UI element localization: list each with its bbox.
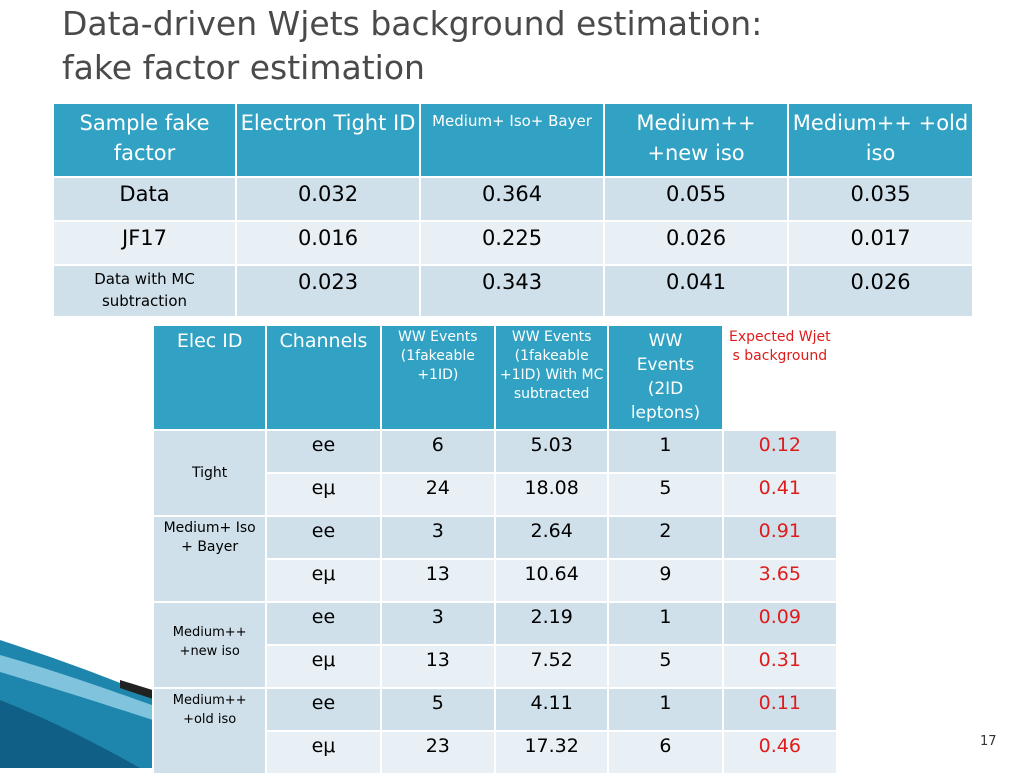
table-cell: 0.364: [419, 176, 605, 222]
table-cell: eμ: [265, 644, 382, 689]
table-cell: 0.017: [787, 220, 974, 266]
table-header-row: Elec ID Channels WW Events (1fakeable +1…: [151, 324, 839, 431]
expected-value: 0.41: [721, 472, 839, 517]
group-label: Medium++ +old iso: [151, 687, 268, 775]
table-cell: 5: [607, 644, 724, 689]
table-row: Medium+ Iso + Bayer ee 3 2.64 2 0.91: [151, 515, 839, 603]
expected-value: 0.11: [721, 687, 839, 732]
column-header: WW Events (2ID leptons): [607, 324, 724, 431]
table-cell: Data with MC subtraction: [52, 264, 237, 318]
column-header: Medium++ +old iso: [787, 102, 974, 178]
table-cell: 0.041: [603, 264, 789, 318]
slide-title: Data-driven Wjets background estimation:…: [62, 4, 763, 87]
table-cell: 4.11: [493, 687, 610, 732]
table-cell: 24: [379, 472, 496, 517]
table-cell: eμ: [265, 472, 382, 517]
table-cell: ee: [265, 515, 382, 560]
table-cell: Data: [52, 176, 237, 222]
table-row: eμ 13 7.52 5 0.31: [153, 644, 839, 689]
table-cell: 3: [379, 515, 496, 560]
table-cell: 0.035: [787, 176, 974, 222]
table-cell: 13: [379, 558, 496, 603]
table-row: Medium++ +new iso ee 3 2.19 1 0.09: [151, 601, 839, 689]
table-cell: 6: [379, 429, 496, 474]
group-label: Medium++ +new iso: [151, 601, 268, 689]
column-header: Medium+ Iso+ Bayer: [419, 102, 605, 178]
column-header: Channels: [265, 324, 382, 431]
table-header-row: Sample fake factor Electron Tight ID Med…: [52, 102, 974, 178]
table-cell: 0.023: [235, 264, 421, 318]
expected-value: 0.09: [721, 601, 839, 646]
table-cell: 2.64: [493, 515, 610, 560]
table-cell: 0.026: [603, 220, 789, 266]
table-cell: 10.64: [493, 558, 610, 603]
table-cell: 2: [607, 515, 724, 560]
column-header: Sample fake factor: [52, 102, 237, 178]
table-cell: 1: [607, 601, 724, 646]
table-cell: 0.055: [603, 176, 789, 222]
table-cell: 9: [607, 558, 724, 603]
table-cell: 1: [607, 687, 724, 732]
expected-value: 3.65: [721, 558, 839, 603]
table-cell: 0.343: [419, 264, 605, 318]
table-cell: ee: [265, 429, 382, 474]
table-cell: 5.03: [493, 429, 610, 474]
table-cell: 0.016: [235, 220, 421, 266]
table-row: Data with MC subtraction 0.023 0.343 0.0…: [52, 264, 974, 318]
table-row: eμ 24 18.08 5 0.41: [153, 472, 839, 517]
expected-value: 0.91: [721, 515, 839, 560]
column-header: Electron Tight ID: [235, 102, 421, 178]
table-row: eμ 13 10.64 9 3.65: [153, 558, 839, 603]
table-row: Data 0.032 0.364 0.055 0.035: [52, 176, 974, 222]
page-number: 17: [980, 734, 997, 749]
table-cell: ee: [265, 601, 382, 646]
table-cell: 0.225: [419, 220, 605, 266]
table-cell: 13: [379, 644, 496, 689]
table-cell: 5: [607, 472, 724, 517]
group-label: Tight: [151, 429, 268, 517]
column-header: Elec ID: [151, 324, 268, 431]
table-cell: 0.032: [235, 176, 421, 222]
expected-value: 0.12: [721, 429, 839, 474]
table-cell: ee: [265, 687, 382, 732]
expected-value: 0.31: [721, 644, 839, 689]
table-cell: 2.19: [493, 601, 610, 646]
table-row: Medium++ +old iso ee 5 4.11 1 0.11: [151, 687, 839, 775]
table-cell: 1: [607, 429, 724, 474]
column-header: Medium++ +new iso: [603, 102, 789, 178]
table-cell: JF17: [52, 220, 237, 266]
table-cell: eμ: [265, 558, 382, 603]
table-cell: 0.026: [787, 264, 974, 318]
group-label: Medium+ Iso + Bayer: [151, 515, 268, 603]
table-cell: 18.08: [493, 472, 610, 517]
column-header-expected: Expected Wjets background: [721, 324, 839, 431]
table-cell: 3: [379, 601, 496, 646]
column-header: WW Events (1fakeable +1ID) With MC subtr…: [493, 324, 610, 431]
fake-factor-table: Sample fake factor Electron Tight ID Med…: [52, 102, 974, 318]
table-row: JF17 0.016 0.225 0.026 0.017: [52, 220, 974, 266]
table-cell: 7.52: [493, 644, 610, 689]
table-row: Tight ee 6 5.03 1 0.12: [151, 429, 839, 517]
wjets-background-table: Elec ID Channels WW Events (1fakeable +1…: [151, 324, 839, 775]
column-header: WW Events (1fakeable +1ID): [379, 324, 496, 431]
table-cell: 5: [379, 687, 496, 732]
